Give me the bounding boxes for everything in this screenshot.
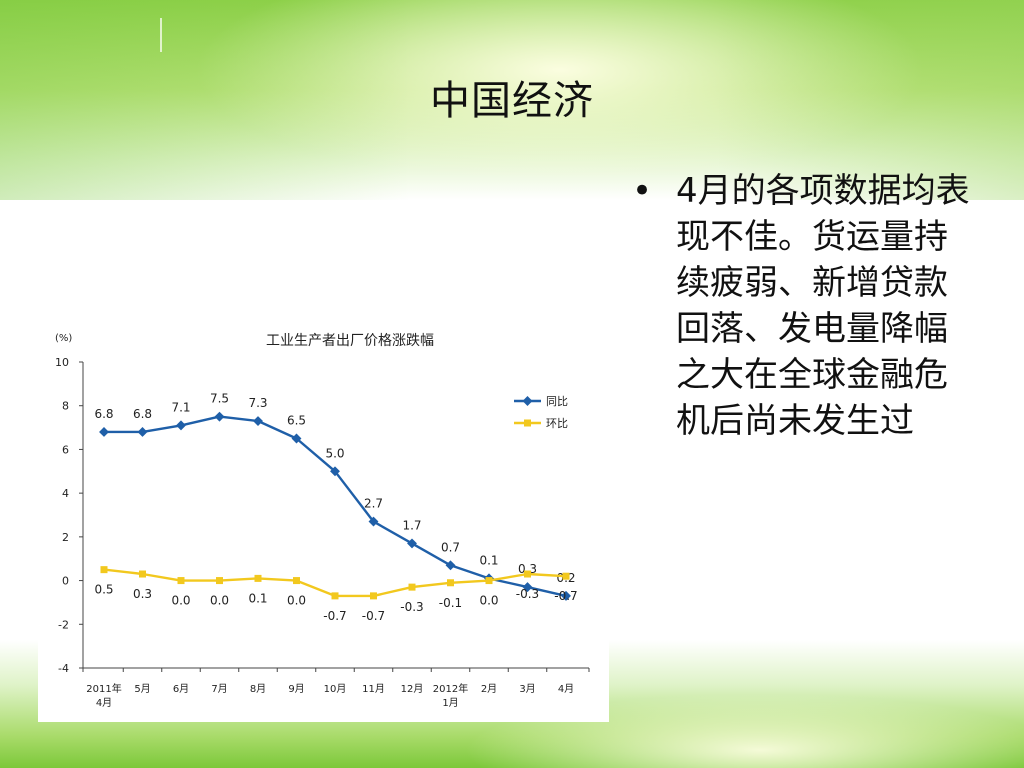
data-label: 0.0 [210, 594, 229, 608]
x-tick-label: 2012年 [433, 682, 468, 695]
data-point [100, 566, 108, 574]
data-label: 0.0 [479, 594, 498, 608]
data-point [214, 411, 225, 422]
y-tick-label: 8 [62, 400, 69, 413]
y-tick-label: -4 [58, 662, 69, 675]
data-label: 0.0 [171, 594, 190, 608]
bullet-text: 4月的各项数据均表现不佳。货运量持续疲弱、新增贷款回落、发电量降幅之大在全球金融… [676, 171, 970, 441]
data-label: 0.1 [248, 591, 267, 605]
data-label: 1.7 [402, 518, 421, 532]
chart-axes: 10 8 6 4 2 0 -2 -4 2011年 4月 5月 6月 7月 8月 9月 10月 11月 12月 201… [55, 356, 590, 709]
x-tick-label: 2011年 [86, 682, 121, 695]
data-label: 0.3 [133, 587, 152, 601]
header-background [0, 0, 1024, 200]
data-point [293, 577, 300, 585]
data-point [99, 426, 109, 437]
data-label: 2.7 [364, 497, 383, 511]
data-label: 0.5 [94, 583, 113, 597]
x-tick-label: 10月 [324, 683, 347, 695]
data-label: -0.3 [516, 587, 539, 601]
data-point [330, 466, 340, 477]
x-tick-label: 2月 [481, 683, 497, 695]
data-label: 0.7 [441, 540, 460, 554]
series-line-1 [104, 415, 567, 598]
chart-series: 6.86.87.17.57.36.55.02.71.70.70.10.30.20… [94, 392, 577, 623]
data-point [407, 538, 417, 549]
data-point [408, 583, 416, 591]
data-label: 7.3 [248, 396, 267, 410]
bullet-dot: • [632, 171, 653, 211]
data-point [524, 570, 531, 578]
decorative-line [160, 18, 162, 52]
x-tick-label: 4月 [96, 697, 112, 709]
data-point [561, 590, 571, 601]
data-point [137, 426, 148, 437]
data-label: -0.7 [362, 609, 385, 623]
x-tick-label: 8月 [250, 683, 266, 695]
y-tick-label: 4 [62, 487, 69, 500]
y-tick-label: 0 [62, 575, 69, 588]
x-tick-label: 4月 [558, 683, 574, 695]
data-label: 0.0 [287, 594, 306, 608]
x-tick-label: 12月 [401, 683, 424, 695]
data-label: 0.1 [479, 553, 498, 567]
data-point [331, 592, 339, 600]
y-tick-label: 6 [62, 443, 69, 456]
data-point [485, 577, 493, 585]
data-point [447, 579, 454, 587]
y-axis-unit-label: (%) [55, 333, 72, 344]
legend-label: 环比 [546, 417, 568, 430]
slide-title: 中国经济 [430, 78, 594, 124]
y-tick-label: 2 [62, 531, 69, 544]
data-label: 7.5 [210, 392, 229, 406]
data-label: -0.7 [554, 589, 577, 603]
data-label: -0.1 [439, 596, 462, 610]
data-label: 6.5 [287, 414, 306, 428]
data-label: 6.8 [94, 407, 113, 421]
x-tick-label: 9月 [288, 683, 304, 695]
x-tick-label: 1月 [442, 697, 458, 709]
chart-title: 工业生产者出厂价格涨跌幅 [266, 333, 434, 349]
x-tick-label: 7月 [211, 683, 227, 695]
chart-panel: 工业生产者出厂价格涨跌幅 (%) 10 8 6 4 2 0 -2 -4 2011年 4月 5月 6月 7… [38, 312, 609, 722]
legend-marker [524, 419, 531, 427]
data-label: 5.0 [325, 446, 344, 460]
data-label: -0.3 [400, 600, 423, 614]
series-line-2 [103, 568, 567, 598]
data-point [254, 574, 262, 582]
data-point [522, 582, 533, 593]
data-label: 0.3 [518, 562, 537, 576]
x-tick-label: 6月 [173, 683, 189, 695]
data-label: 7.1 [171, 400, 190, 414]
legend-marker [522, 396, 533, 406]
x-tick-label: 5月 [134, 683, 150, 695]
data-label: -0.7 [323, 609, 346, 623]
data-point [216, 577, 223, 585]
x-tick-label: 3月 [519, 683, 535, 695]
y-tick-label: -2 [58, 618, 69, 631]
data-point [445, 560, 456, 571]
data-point [370, 592, 377, 600]
data-point [253, 416, 263, 426]
data-point [562, 572, 570, 580]
data-label: 6.8 [133, 407, 152, 421]
data-point [177, 577, 185, 585]
data-point [139, 570, 146, 578]
data-point [176, 420, 186, 431]
ppi-line-chart: 工业生产者出厂价格涨跌幅 (%) 10 8 6 4 2 0 -2 -4 2011年 4月 5月 6月 7… [55, 333, 590, 709]
legend-label: 同比 [546, 395, 568, 408]
y-tick-label: 10 [55, 356, 69, 369]
x-tick-label: 11月 [362, 683, 385, 695]
